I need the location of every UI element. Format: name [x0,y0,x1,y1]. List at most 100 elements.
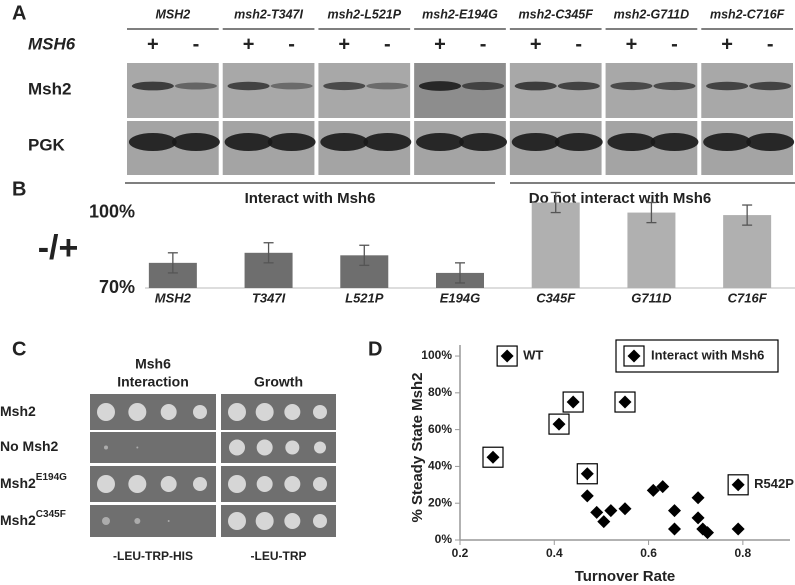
colony [228,403,246,421]
colony [284,513,301,529]
colony [102,517,110,525]
colony [284,476,301,492]
band [174,82,217,90]
plate [90,505,216,537]
sign: - [767,33,774,55]
plate-title: Msh6 [135,356,171,372]
point [604,504,618,518]
colony [193,405,207,419]
sign: - [575,33,582,55]
band [703,133,752,151]
group-label: Interact with Msh6 [245,190,376,207]
band [267,133,316,151]
blot-strip [414,63,506,118]
y-tick-label: 80% [428,385,452,399]
x-tick-label: G711D [631,290,672,305]
row-header: MSH6 [28,34,76,53]
x-tick-label: E194G [440,290,480,305]
point-box [548,413,570,435]
bar [531,202,580,288]
point [646,483,660,497]
band [459,133,507,151]
colony [285,440,300,455]
row-label: Msh2 [0,403,36,419]
y-tick-label: 100% [421,348,452,362]
sign: - [288,33,295,55]
colony [193,477,207,491]
legend-box [623,345,645,367]
row-name: No Msh2 [0,438,59,454]
band [366,82,409,90]
x-tick-label: C345F [536,290,576,305]
band [270,82,313,90]
row-label: Msh2C345F [0,509,66,528]
point [597,515,611,529]
row-name: Msh2 [0,403,36,419]
band [514,81,557,91]
x-tick-label: MSH2 [155,290,192,305]
blot-strip [605,63,698,118]
point-box [482,446,504,468]
point [500,349,514,363]
sign: - [193,33,200,55]
band [416,133,464,151]
y-tick-label: 20% [428,495,452,509]
y-tick-label: 40% [428,459,452,473]
colony [229,439,245,456]
row-label: PGK [28,135,66,154]
row-superscript: C345F [36,509,66,520]
row-superscript: E194G [36,472,67,483]
y-axis-label: % Steady State Msh2 [409,372,426,522]
colony [313,405,327,419]
colony [256,476,273,492]
error-bar [263,242,274,264]
point [731,478,745,492]
band [557,81,600,91]
point-box [496,345,518,367]
point-box [576,463,598,485]
point-label: R542P [754,476,794,491]
colony [313,477,327,491]
band [610,81,653,91]
band [320,133,369,151]
column-label: msh2-G711D [614,7,690,21]
column-label: msh2-E194G [422,7,498,21]
column-label: msh2-C716F [710,7,785,21]
colony [313,514,327,528]
panel-label: B [12,178,26,200]
blot-strip [318,63,411,118]
plate [90,432,216,463]
band [746,133,795,151]
blot-strip [222,63,315,118]
y-tick-label: 100% [89,201,135,221]
band [224,133,273,151]
sign: + [147,33,159,55]
x-tick-label: L521P [345,290,384,305]
x-tick-label: 0.2 [452,546,469,560]
point [618,395,632,409]
band [462,81,505,91]
point-box [727,474,749,496]
colony [255,403,274,421]
column-label: msh2-L521P [327,7,401,21]
column-label: MSH2 [155,7,190,21]
point [691,491,705,505]
band [650,133,699,151]
colony [160,476,177,492]
error-bar [167,252,178,274]
plate-title: Interaction [117,374,189,390]
point-label: WT [523,347,543,362]
band [418,81,462,91]
row-name: Msh2 [0,512,36,528]
colony [256,439,273,456]
band [706,81,749,91]
sign: + [338,33,350,55]
error-bar [646,201,657,224]
y-axis-label: -/+ [38,229,79,267]
band [749,81,792,91]
y-tick-label: 70% [99,277,135,297]
colony [97,475,115,493]
legend-marker [627,349,641,363]
y-tick-label: 60% [428,422,452,436]
panel-label: A [12,2,26,24]
